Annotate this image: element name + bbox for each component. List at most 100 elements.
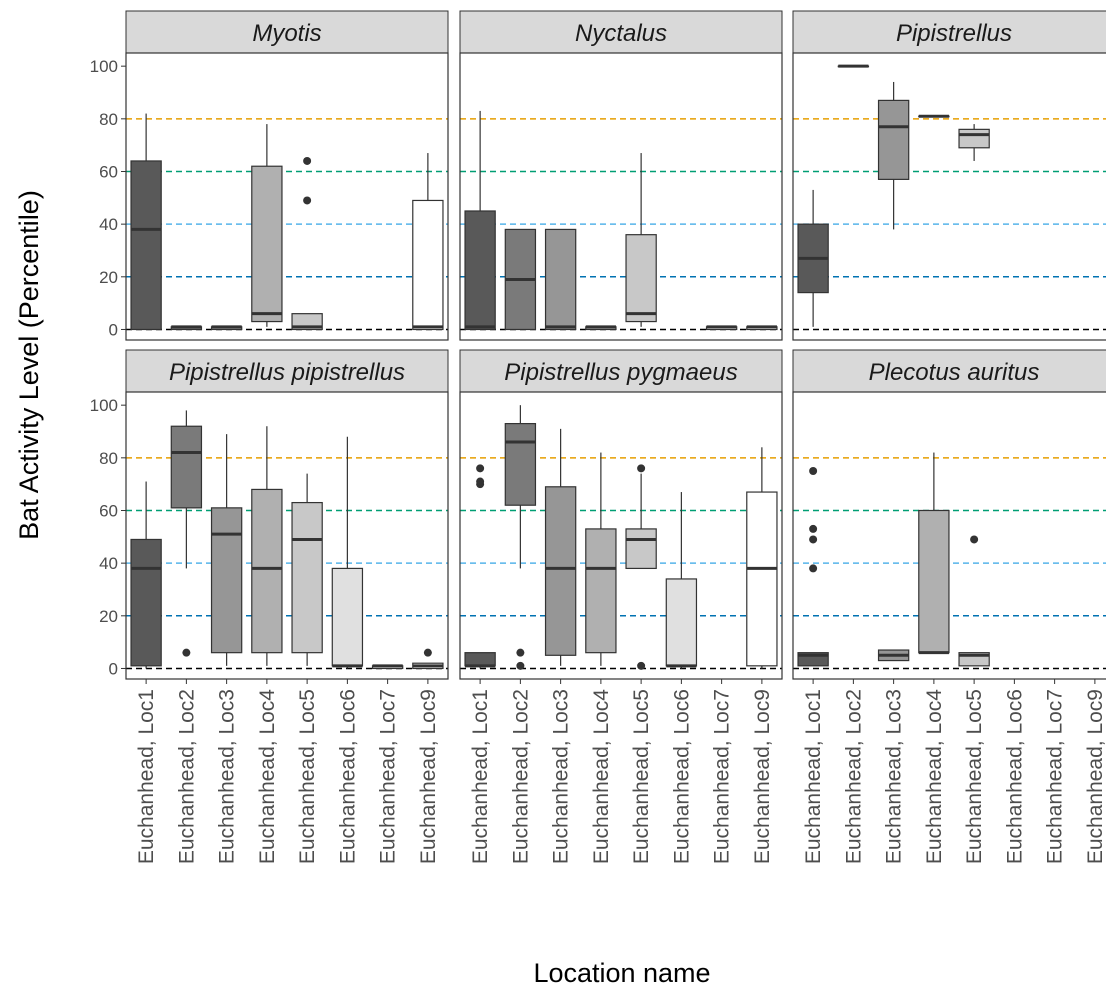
x-axis-title: Location name xyxy=(533,958,710,988)
panel-title: Myotis xyxy=(252,20,321,47)
box-euchanhead-loc1 xyxy=(797,189,829,327)
box-euchanhead-loc2 xyxy=(170,325,203,331)
outlier-point xyxy=(637,661,646,670)
box-euchanhead-loc1 xyxy=(464,464,496,669)
x-tick-label: Euchanhead, Loc1 xyxy=(469,689,492,864)
box-iqr xyxy=(251,165,283,323)
box-iqr xyxy=(251,488,283,654)
x-tick-label: Euchanhead, Loc5 xyxy=(296,689,319,864)
panel-strip xyxy=(792,349,1106,393)
panel-border xyxy=(125,391,449,680)
x-tick-label: Euchanhead, Loc9 xyxy=(1084,689,1106,864)
box-iqr xyxy=(210,507,243,654)
box-euchanhead-loc4 xyxy=(585,325,617,331)
box-euchanhead-loc2 xyxy=(504,228,537,331)
x-tick-label: Euchanhead, Loc4 xyxy=(923,689,946,864)
box-euchanhead-loc7 xyxy=(705,325,738,331)
box-euchanhead-loc2 xyxy=(170,410,203,657)
panel-border xyxy=(459,391,783,680)
y-tick-label: 100 xyxy=(90,396,118,415)
box-euchanhead-loc1 xyxy=(130,481,162,669)
outlier-point xyxy=(476,464,485,473)
box-iqr xyxy=(130,538,162,667)
outlier-point xyxy=(809,564,818,573)
panel-pipistrellus-pygmaeus: Pipistrellus pygmaeus Euchanhead, Loc1 Euc… xyxy=(459,349,783,864)
box-euchanhead-loc5 xyxy=(625,153,657,327)
panel-title: Plecotus auritus xyxy=(869,359,1040,386)
x-tick-label: Euchanhead, Loc1 xyxy=(802,689,825,864)
box-euchanhead-loc1 xyxy=(464,110,496,331)
box-iqr xyxy=(665,578,698,667)
box-iqr xyxy=(544,228,577,331)
x-tick-label: Euchanhead, Loc2 xyxy=(842,689,865,864)
box-iqr xyxy=(958,128,990,149)
box-euchanhead-loc1 xyxy=(130,113,162,331)
box-iqr xyxy=(331,567,364,667)
panel-strip xyxy=(125,349,449,393)
box-iqr xyxy=(746,491,778,667)
box-euchanhead-loc5 xyxy=(291,156,323,331)
x-tick-label: Euchanhead, Loc5 xyxy=(963,689,986,864)
panel-border xyxy=(792,391,1106,680)
box-iqr xyxy=(170,425,203,509)
box-euchanhead-loc4 xyxy=(918,452,950,655)
box-iqr xyxy=(464,652,496,667)
panels-layer: Myotis 0 20 40 60 80 100 Nyctalus Pipistrellus Pi… xyxy=(90,10,1106,864)
box-euchanhead-loc3 xyxy=(210,325,243,331)
box-euchanhead-loc5 xyxy=(291,473,323,666)
box-iqr xyxy=(918,509,950,654)
box-iqr xyxy=(585,528,617,654)
box-iqr xyxy=(412,199,444,331)
box-iqr xyxy=(291,501,323,654)
box-euchanhead-loc4 xyxy=(585,452,617,666)
box-iqr xyxy=(464,210,496,331)
panel-plecotus-auritus: Plecotus auritus Euchanhead, Loc1 Euchanhe… xyxy=(792,349,1106,864)
box-euchanhead-loc2 xyxy=(504,405,537,670)
panel-title: Pipistrellus pygmaeus xyxy=(504,359,737,386)
box-euchanhead-loc9 xyxy=(412,153,444,331)
y-tick-label: 20 xyxy=(99,268,118,287)
box-euchanhead-loc4 xyxy=(251,124,283,327)
outlier-point xyxy=(516,648,525,657)
x-tick-label: Euchanhead, Loc7 xyxy=(1044,689,1067,864)
panel-nyctalus: Nyctalus xyxy=(459,10,783,341)
outlier-point xyxy=(809,466,818,475)
outlier-point xyxy=(303,156,312,165)
x-tick-label: Euchanhead, Loc2 xyxy=(175,689,198,864)
y-tick-label: 60 xyxy=(99,501,118,520)
box-iqr xyxy=(877,99,910,180)
box-iqr xyxy=(504,422,537,506)
y-axis-title: Bat Activity Level (Percentile) xyxy=(14,190,44,540)
box-euchanhead-loc6 xyxy=(331,436,364,669)
panel-pipistrellus: Pipistrellus xyxy=(792,10,1106,341)
box-euchanhead-loc3 xyxy=(877,81,910,230)
panel-title: Pipistrellus xyxy=(896,20,1012,47)
x-tick-label: Euchanhead, Loc4 xyxy=(590,689,613,864)
panel-border xyxy=(125,52,449,341)
outlier-point xyxy=(182,648,191,657)
x-tick-label: Euchanhead, Loc9 xyxy=(751,689,774,864)
outlier-point xyxy=(476,477,485,486)
x-tick-label: Euchanhead, Loc2 xyxy=(509,689,532,864)
x-tick-label: Euchanhead, Loc3 xyxy=(883,689,906,864)
panel-strip xyxy=(459,10,783,54)
x-tick-label: Euchanhead, Loc1 xyxy=(135,689,158,864)
panel-border xyxy=(792,52,1106,341)
box-euchanhead-loc7 xyxy=(371,664,404,670)
panel-strip xyxy=(459,349,783,393)
box-iqr xyxy=(625,528,657,570)
box-euchanhead-loc4 xyxy=(918,114,950,118)
y-tick-label: 40 xyxy=(99,554,118,573)
panel-pipistrellus-pipistrellus: Pipistrellus pipistrellus 0 20 40 60 80 100 Euc… xyxy=(90,349,449,864)
box-euchanhead-loc3 xyxy=(544,228,577,331)
box-euchanhead-loc4 xyxy=(251,426,283,666)
panel-title: Nyctalus xyxy=(575,20,667,47)
outlier-point xyxy=(423,648,432,657)
outlier-point xyxy=(637,464,646,473)
box-iqr xyxy=(130,160,162,331)
x-tick-label: Euchanhead, Loc4 xyxy=(256,689,279,864)
x-tick-label: Euchanhead, Loc7 xyxy=(711,689,734,864)
y-tick-label: 60 xyxy=(99,162,118,181)
box-euchanhead-loc3 xyxy=(544,428,577,666)
